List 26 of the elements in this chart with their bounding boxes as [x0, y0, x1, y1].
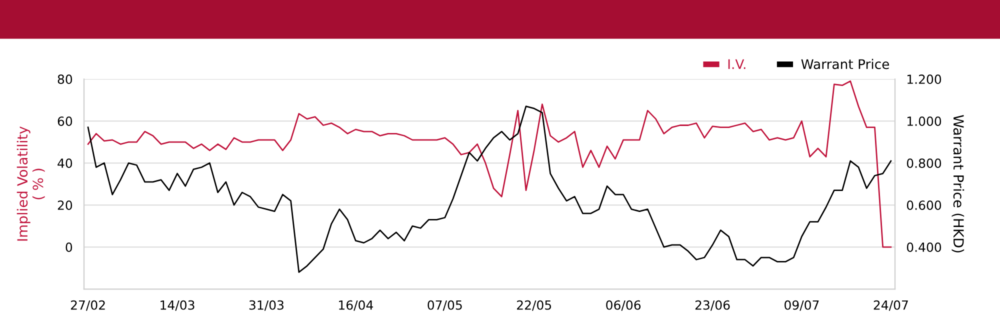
y-tick-label: 60 — [58, 116, 72, 126]
y2-tick-label: 0.400 — [906, 242, 942, 252]
line-series — [87, 106, 892, 273]
x-tick-label: 22/05 — [517, 300, 552, 311]
x-tick-label: 23/06 — [695, 300, 730, 311]
legend-label: I.V. — [728, 59, 746, 69]
x-tick-label: 16/04 — [339, 300, 373, 311]
y2-axis-title: Warrant Price (HKD) — [952, 114, 964, 252]
y2-tick-label: 1.200 — [907, 74, 942, 84]
y2-tick-label: 0.600 — [906, 200, 942, 210]
y2-tick-label: 1.000 — [907, 116, 942, 126]
y-tick-label: 20 — [58, 200, 72, 210]
x-tick-label: 09/07 — [784, 300, 819, 311]
y-tick-label: 80 — [58, 74, 72, 84]
line-series — [87, 80, 892, 248]
legend-label: Warrant Price — [801, 58, 890, 70]
x-tick-label: 24/07 — [874, 300, 908, 311]
x-tick-label: 31/03 — [249, 300, 284, 311]
y2-tick-label: 0.800 — [906, 158, 942, 168]
x-tick-label: 07/05 — [428, 300, 462, 311]
x-tick-label: 06/06 — [606, 300, 641, 311]
x-tick-label: 14/03 — [160, 300, 194, 311]
x-tick-label: 27/02 — [70, 300, 105, 311]
y-axis-title: Implied Volatility ( % ) — [16, 126, 45, 241]
y-tick-label: 40 — [58, 158, 72, 168]
y-tick-label: 0 — [66, 242, 72, 252]
